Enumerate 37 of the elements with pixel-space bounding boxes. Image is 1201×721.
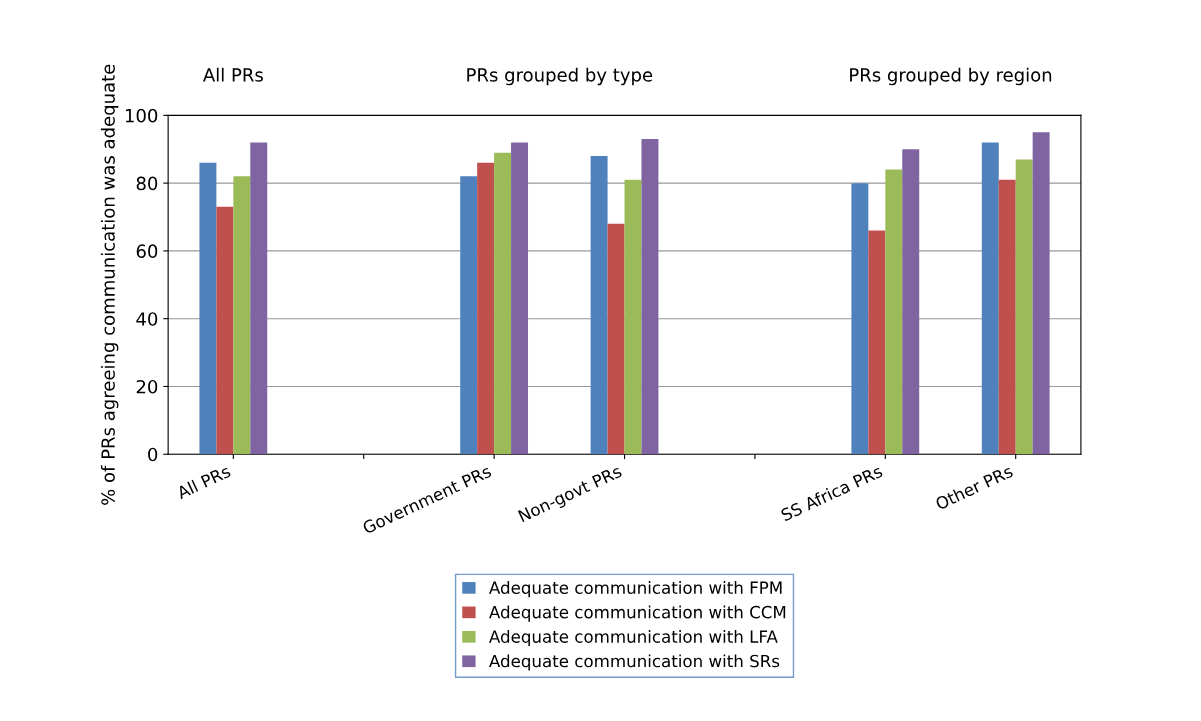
legend-label: Adequate communication with LFA: [489, 629, 778, 647]
bar: [250, 142, 268, 455]
legend-label: Adequate communication with CCM: [489, 605, 786, 622]
bar: [641, 139, 659, 455]
x-tick-label: SS Africa PRs: [780, 464, 884, 522]
bar: [885, 169, 903, 455]
legend-label: Adequate communication with SRs: [489, 654, 780, 671]
bar: [494, 152, 512, 455]
bar: [981, 142, 999, 455]
legend-label: Adequate communication with FPM: [489, 581, 782, 598]
y-tick-label: 60: [136, 244, 158, 259]
bar: [998, 179, 1016, 455]
text: PRs grouped by type: [467, 67, 653, 86]
text: PRs grouped by region: [850, 67, 1052, 86]
bar: [624, 179, 642, 455]
text: All PRs: [203, 67, 263, 82]
bar: [868, 230, 886, 455]
bar: [902, 149, 920, 455]
y-tick-label: 0: [148, 447, 158, 462]
bar: [851, 183, 869, 455]
bar: [590, 156, 608, 455]
bar: [607, 223, 625, 455]
y-tick-label: 80: [136, 176, 158, 191]
x-tick-label: Other PRs: [934, 464, 1014, 511]
bar: [1015, 159, 1033, 455]
x-tick-label: All PRs: [175, 464, 232, 500]
y-axis-title: % of PRs agreeing communication was adequate: [100, 64, 119, 505]
y-tick-label: 100: [125, 108, 158, 123]
bar: [511, 142, 529, 455]
bar: [460, 176, 478, 455]
y-tick-label: 20: [136, 379, 158, 394]
bar: [477, 162, 495, 455]
bar: [233, 176, 251, 455]
bar: [216, 206, 234, 455]
bar: [1032, 132, 1050, 455]
y-tick-label: 40: [136, 312, 158, 326]
bar: [199, 162, 217, 455]
